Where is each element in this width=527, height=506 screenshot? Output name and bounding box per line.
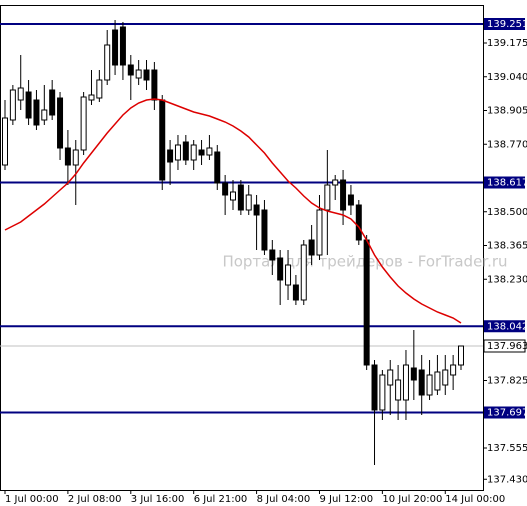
candle-body [402, 364, 409, 401]
candle-body [159, 99, 166, 181]
candle-body [9, 89, 16, 121]
candle-body [458, 345, 464, 366]
x-tick-label: 8 Jul 04:00 [257, 494, 311, 505]
y-tick-label: 138.230 [487, 274, 527, 285]
x-tick-label: 9 Jul 12:00 [319, 494, 373, 505]
level-label: 138.617 [487, 178, 527, 189]
candle-body [340, 179, 347, 211]
y-tick-label: 138.500 [487, 207, 527, 218]
candle-body [363, 239, 370, 366]
candle-body [237, 184, 244, 211]
candle-body [316, 209, 323, 256]
candle-body [88, 94, 95, 101]
x-tick-label: 14 Jul 00:00 [445, 494, 505, 505]
candle-body [167, 149, 174, 163]
candle-body [379, 374, 386, 411]
x-tick-label: 1 Jul 00:00 [5, 494, 59, 505]
candle-body [222, 182, 229, 196]
current-price-box [483, 339, 526, 353]
level-label: 137.697 [487, 408, 527, 419]
candle-body [245, 194, 252, 211]
candle-body [41, 109, 48, 121]
candle-body [17, 87, 24, 101]
candle-body [2, 117, 8, 166]
candle-body [426, 374, 433, 396]
current-price-label: 137.963 [487, 341, 527, 352]
candle-body [25, 91, 32, 119]
x-tick-label: 2 Jul 08:00 [68, 494, 122, 505]
y-tick-label: 138.770 [487, 139, 527, 150]
candle-body [96, 79, 103, 99]
y-tick-label: 137.430 [487, 474, 527, 485]
candle-body [387, 369, 394, 386]
plot-frame [0, 5, 484, 491]
candle-body [292, 284, 299, 301]
level-label: 139.251 [487, 19, 527, 30]
candle-body [230, 191, 236, 201]
y-tick-label: 139.040 [487, 72, 527, 83]
candle-body [371, 364, 378, 411]
candle-body [410, 367, 417, 381]
candle-body [277, 257, 284, 281]
candle-body [308, 239, 315, 256]
candle-body [269, 249, 276, 261]
candle-body [206, 147, 213, 156]
candle-body [442, 369, 449, 386]
candle-body [151, 69, 158, 101]
x-tick-label: 3 Jul 16:00 [131, 494, 185, 505]
candle-body [434, 371, 441, 391]
x-tick-label: 10 Jul 20:00 [382, 494, 442, 505]
candle-body [418, 369, 425, 396]
candle-body [119, 26, 126, 66]
candle-body [112, 29, 119, 66]
candle-body [300, 244, 307, 301]
candle-body [395, 379, 402, 401]
candle-body [285, 264, 292, 286]
candle-body [104, 44, 111, 81]
candle-body [64, 147, 71, 166]
candle-body [143, 69, 150, 81]
candle-body [174, 144, 181, 161]
candle-body [190, 144, 197, 161]
candle-body [33, 99, 40, 126]
candle-body [324, 184, 331, 211]
level-label: 138.042 [487, 321, 527, 332]
candle-body [57, 97, 64, 149]
candle-body [49, 89, 56, 116]
x-tick-label: 6 Jul 21:00 [194, 494, 248, 505]
candle-body [355, 204, 362, 241]
candle-body [450, 364, 457, 376]
candle-body [347, 194, 354, 206]
level-label-box [484, 320, 525, 333]
candle-body [135, 69, 142, 79]
candle-body [332, 179, 339, 186]
y-tick-label: 138.905 [487, 106, 527, 117]
candle-body [261, 209, 268, 251]
y-tick-label: 139.175 [487, 38, 527, 49]
candle-body [72, 149, 79, 166]
level-label-box [484, 406, 525, 419]
candle-body [253, 204, 260, 216]
level-label-box [484, 18, 525, 30]
candle-body [198, 149, 205, 156]
candle-body [214, 151, 221, 184]
moving-average [4, 98, 462, 324]
y-tick-label: 137.825 [487, 376, 527, 387]
candle-body [127, 64, 134, 76]
y-tick-label: 137.555 [487, 443, 527, 454]
level-label-box [484, 176, 525, 189]
candle-body [182, 141, 189, 161]
candle-body [80, 96, 87, 151]
y-tick-label: 138.365 [487, 241, 527, 252]
